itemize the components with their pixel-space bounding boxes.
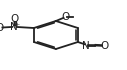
Text: +: + (14, 22, 20, 27)
Text: O: O (101, 41, 109, 51)
Text: O: O (61, 12, 69, 22)
Text: O: O (0, 23, 4, 32)
Text: O: O (10, 14, 19, 24)
Text: N: N (82, 41, 90, 51)
Text: N: N (10, 22, 18, 32)
